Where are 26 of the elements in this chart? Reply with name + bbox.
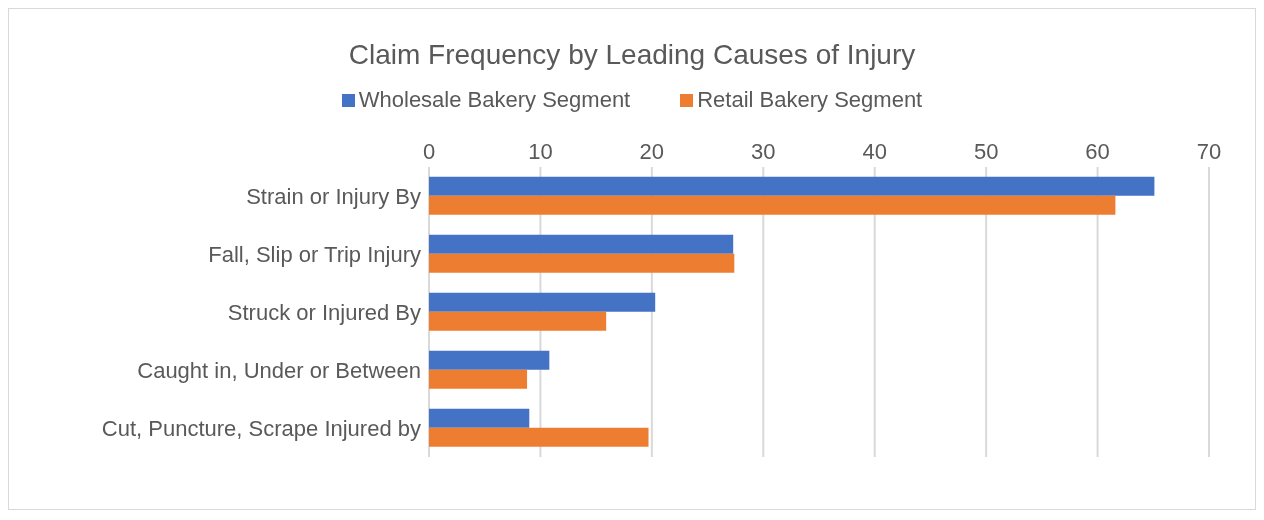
bar [429, 311, 607, 331]
y-tick-label: Strain or Injury By [246, 183, 421, 209]
bar [429, 350, 550, 370]
chart-title: Claim Frequency by Leading Causes of Injury [347, 39, 917, 71]
x-tick-label: 10 [528, 139, 553, 164]
bar [429, 369, 528, 389]
x-tick-label: 0 [422, 139, 436, 164]
y-tick-label: Fall, Slip or Trip Injury [208, 241, 421, 267]
x-tick-label: 50 [973, 139, 999, 164]
x-tick-label: 20 [639, 139, 665, 164]
bar [429, 253, 735, 273]
bar [429, 176, 1155, 196]
legend-label: Wholesale Bakery Segment [358, 87, 631, 113]
legend-label: Retail Bakery Segment [697, 87, 923, 113]
y-tick-label: Cut, Puncture, Scrape Injured by [101, 415, 421, 441]
y-tick-label: Caught in, Under or Between [137, 357, 421, 383]
x-tick-label: 40 [862, 139, 887, 164]
bar [429, 234, 734, 254]
x-tick-label: 30 [751, 139, 776, 164]
bar [429, 427, 649, 447]
bar [429, 292, 656, 312]
bar [429, 408, 530, 428]
x-tick-label: 60 [1085, 139, 1110, 164]
y-tick-label: Struck or Injured By [227, 299, 421, 325]
bar [429, 195, 1116, 215]
x-tick-label: 70 [1196, 139, 1222, 164]
